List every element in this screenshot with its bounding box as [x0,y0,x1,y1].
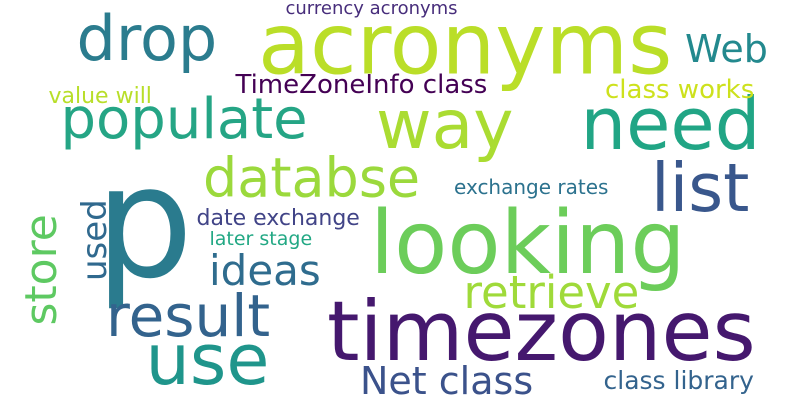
word-timezones: timezones [327,283,756,380]
word-web: Web [685,27,768,71]
word-used: used [75,199,115,281]
word-retrieve: retrieve [463,266,640,319]
word-use: use [145,319,270,400]
word-acronyms: acronyms [258,0,673,95]
word-ideas: ideas [209,246,321,295]
word-date-exchange: date exchange [196,206,360,231]
word-p: p [95,132,194,313]
word-looking: looking [370,192,686,294]
word-timezoneinfo-class: TimeZoneInfo class [235,70,488,100]
word-way: way [376,86,514,165]
word-net-class: Net class [360,359,534,400]
word-class-library: class library [603,366,754,395]
word-drop: drop [76,2,218,75]
word-populate: populate [60,87,308,152]
word-class-works: class works [605,75,755,105]
word-need: need [580,82,761,166]
word-list: list [651,149,750,227]
word-result: result [106,282,271,350]
word-later-stage: later stage [209,228,313,250]
word-exchange-rates: exchange rates [454,175,609,199]
word-currency-acronyms: currency acronyms [285,0,458,19]
word-store: store [16,214,67,326]
word-databse: databse [203,146,421,210]
word-value-will: value will [48,84,152,109]
